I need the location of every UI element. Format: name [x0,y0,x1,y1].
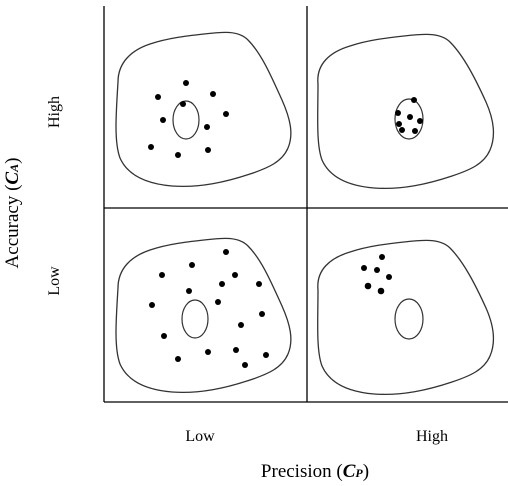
scatter-dots [361,254,392,295]
dot [377,287,385,295]
dot [175,356,181,362]
target-blob [115,237,292,394]
dot [399,127,405,133]
dot [155,94,161,100]
dot [219,281,225,287]
dot [210,91,216,97]
target-blob [317,33,495,190]
dot [386,274,392,280]
quadrant-high-accuracy-high-precision [317,33,495,190]
target-center [181,299,209,339]
dot [159,272,165,278]
dot [205,147,211,153]
dot [180,101,186,107]
dot [417,118,423,124]
dot [223,111,229,117]
dot [242,362,248,368]
target-center [394,298,424,340]
dot [407,114,413,120]
quadrant-low-accuracy-high-precision [317,239,495,396]
target-blob [317,239,495,396]
dot [364,282,372,290]
dot [183,80,189,86]
dot [361,265,367,271]
dot [411,97,417,103]
quadrant-high-accuracy-low-precision [115,31,292,188]
y-tick-low: Low [46,266,63,296]
dot [148,144,154,150]
dot [396,121,402,127]
x-tick-high: High [416,428,448,445]
dot [395,110,401,116]
dot [149,302,155,308]
dot [175,152,181,158]
dot [379,254,385,260]
dot [204,124,210,130]
dot [238,322,244,328]
dot [263,352,269,358]
dot [215,299,221,305]
y-tick-high: High [46,96,63,128]
scatter-dots [148,80,229,158]
dot [189,262,195,268]
dot [205,349,211,355]
dot [233,347,239,353]
dot [412,128,418,134]
target-blob [115,31,292,188]
x-axis-title: Precision (CP) [261,461,369,482]
quadrant-grid [103,6,508,403]
dot [160,117,166,123]
y-axis-title: Accuracy (CA) [2,158,23,269]
dot [161,333,167,339]
quadrant-low-accuracy-low-precision [115,237,292,394]
dot [374,267,380,273]
target-center [394,98,424,140]
x-tick-low: Low [185,428,215,445]
dot [232,272,238,278]
target-center [172,100,200,140]
dot [186,288,192,294]
dot [259,311,265,317]
scatter-dots [149,249,269,368]
scatter-dots [395,97,423,134]
dot [256,281,262,287]
dot [223,249,229,255]
